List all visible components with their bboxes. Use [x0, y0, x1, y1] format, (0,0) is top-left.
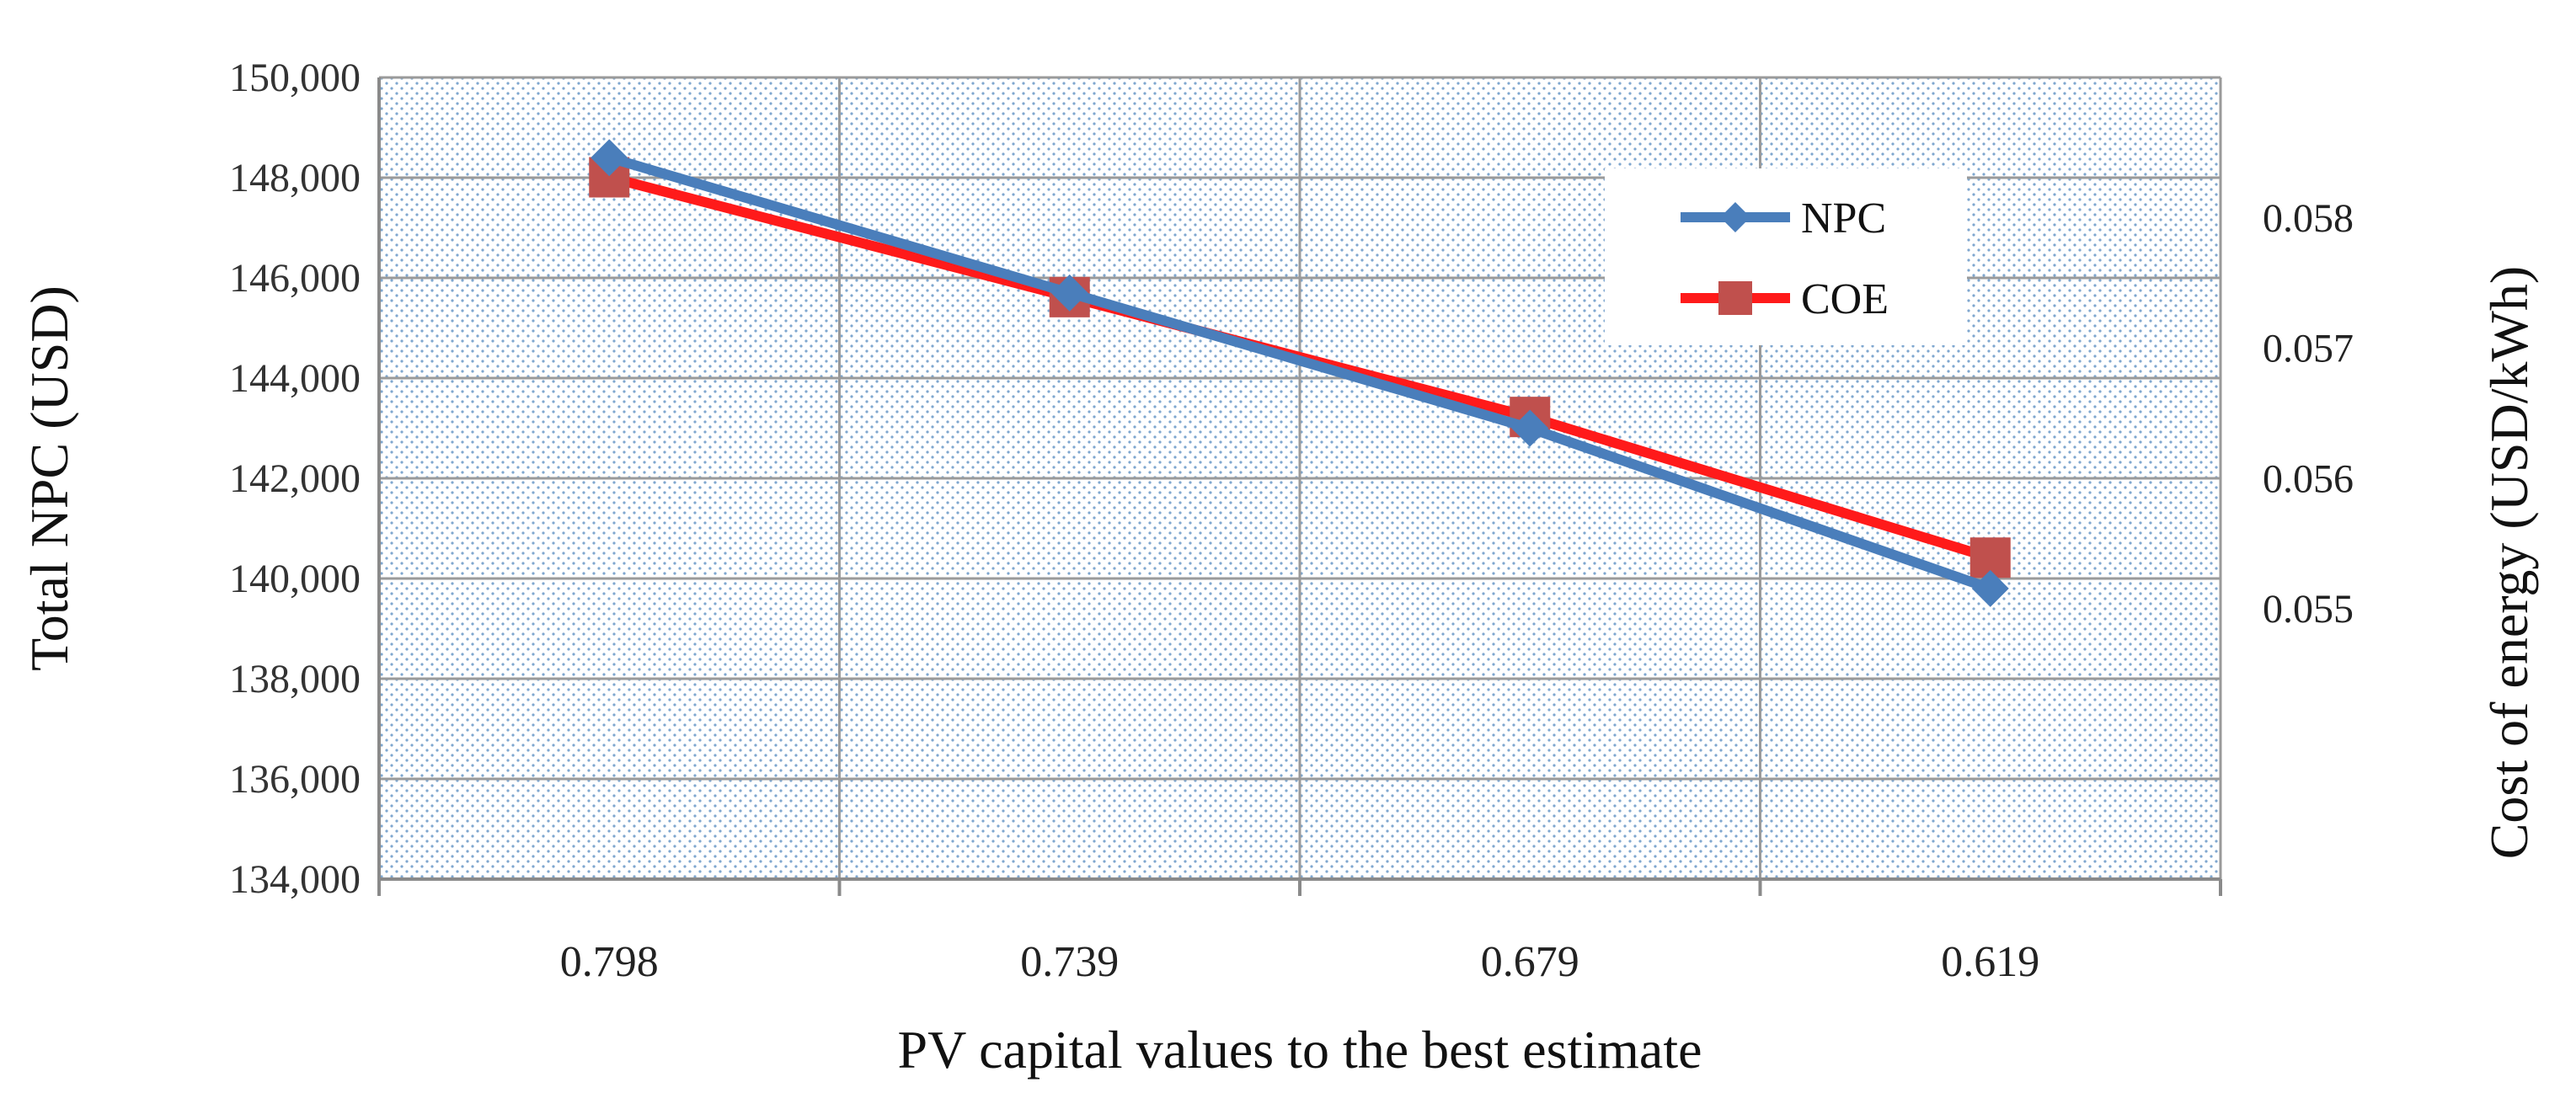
series-npc-point: [1971, 569, 2009, 607]
legend-coe-marker: [1718, 281, 1752, 315]
series-npc-point: [1050, 274, 1088, 312]
series-npc-point: [591, 139, 628, 177]
y-tick-label: 136,000: [229, 757, 361, 802]
legend-coe-label: COE: [1801, 275, 1889, 323]
y-tick-label: 144,000: [229, 356, 361, 401]
legend-npc-label: NPC: [1801, 195, 1886, 243]
x-tick-label: 0.679: [1481, 938, 1579, 986]
y2-axis-title: Cost of energy (USD/kWh): [2479, 266, 2539, 860]
series-npc-point: [1511, 409, 1549, 447]
y-tick-label: 140,000: [229, 557, 361, 601]
series-npc-line: [604, 152, 1996, 594]
y-tick-label: 134,000: [229, 857, 361, 902]
y-axis-title: Total NPC (USD): [19, 285, 79, 671]
x-tick-label: 0.619: [1941, 938, 2039, 986]
y-tick-label: 148,000: [229, 156, 361, 200]
legend-box: [1605, 168, 1967, 345]
y-axis-ticks: 134,000 136,000 138,000 140,000 142,000 144,0…: [229, 56, 361, 902]
x-tick-label: 0.739: [1020, 938, 1119, 986]
y2-tick-label: 0.057: [2263, 327, 2354, 371]
y2-axis-ticks: 0.058 0.057 0.056 0.055: [2263, 196, 2354, 632]
y2-tick-label: 0.058: [2263, 196, 2354, 241]
y-tick-label: 150,000: [229, 56, 361, 100]
legend: NPC COE: [1605, 168, 1967, 345]
y-tick-label: 138,000: [229, 657, 361, 701]
y-tick-label: 142,000: [229, 456, 361, 501]
y2-tick-label: 0.056: [2263, 456, 2354, 501]
x-axis-title: PV capital values to the best estimate: [897, 1020, 1702, 1080]
x-axis-ticks: 0.798 0.739 0.679 0.619: [560, 938, 2040, 986]
legend-npc-marker: [1720, 202, 1750, 232]
x-tick-label: 0.798: [560, 938, 659, 986]
y2-tick-label: 0.055: [2263, 587, 2354, 632]
axes: [377, 77, 2222, 896]
y-tick-label: 146,000: [229, 256, 361, 301]
series-layer: [589, 139, 2011, 607]
